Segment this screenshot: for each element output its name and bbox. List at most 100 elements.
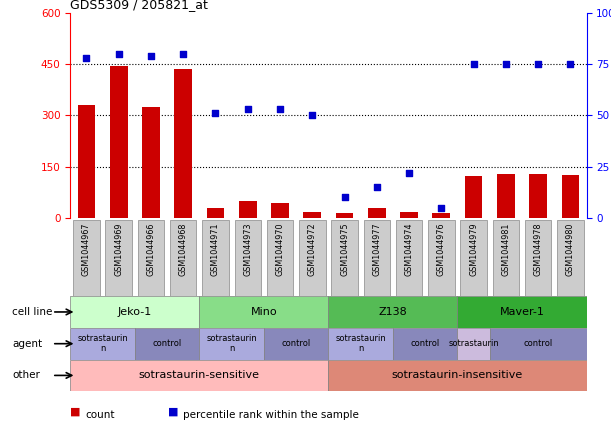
FancyBboxPatch shape: [525, 220, 551, 296]
Text: GSM1044980: GSM1044980: [566, 222, 575, 276]
FancyBboxPatch shape: [299, 220, 326, 296]
Bar: [304, 212, 321, 218]
Point: [533, 60, 543, 67]
Bar: [335, 213, 353, 218]
Point: [146, 52, 156, 59]
FancyBboxPatch shape: [428, 220, 455, 296]
Text: sotrastaurin: sotrastaurin: [448, 339, 499, 348]
Point: [372, 184, 382, 190]
FancyBboxPatch shape: [329, 328, 393, 360]
Text: control: control: [524, 339, 553, 348]
FancyBboxPatch shape: [199, 296, 329, 328]
Bar: [562, 175, 579, 218]
Text: Mino: Mino: [251, 307, 277, 317]
Text: sotrastaurin-sensitive: sotrastaurin-sensitive: [139, 371, 260, 380]
FancyBboxPatch shape: [199, 328, 264, 360]
Point: [211, 110, 221, 117]
Text: GSM1044973: GSM1044973: [243, 222, 252, 276]
FancyBboxPatch shape: [331, 220, 358, 296]
Bar: [271, 203, 289, 218]
FancyBboxPatch shape: [170, 220, 196, 296]
FancyBboxPatch shape: [137, 220, 164, 296]
Bar: [207, 208, 224, 218]
Text: ■: ■: [70, 407, 81, 417]
Text: Z138: Z138: [379, 307, 408, 317]
Text: GSM1044981: GSM1044981: [502, 222, 510, 276]
FancyBboxPatch shape: [393, 328, 458, 360]
Point: [566, 60, 576, 67]
Bar: [78, 105, 95, 218]
Text: GSM1044975: GSM1044975: [340, 222, 349, 276]
FancyBboxPatch shape: [396, 220, 422, 296]
Text: GSM1044978: GSM1044978: [533, 222, 543, 276]
FancyBboxPatch shape: [557, 220, 584, 296]
Point: [243, 106, 252, 113]
Text: sotrastaurin
n: sotrastaurin n: [207, 334, 257, 353]
FancyBboxPatch shape: [329, 296, 458, 328]
Bar: [465, 176, 483, 218]
FancyBboxPatch shape: [490, 328, 587, 360]
FancyBboxPatch shape: [70, 328, 135, 360]
Bar: [400, 212, 418, 218]
Text: GSM1044974: GSM1044974: [404, 222, 414, 276]
Text: cell line: cell line: [12, 307, 53, 317]
Text: GSM1044968: GSM1044968: [178, 222, 188, 276]
Bar: [433, 213, 450, 218]
Text: control: control: [411, 339, 440, 348]
FancyBboxPatch shape: [70, 296, 199, 328]
Text: agent: agent: [12, 339, 42, 349]
Point: [340, 194, 349, 201]
Point: [275, 106, 285, 113]
Text: ■: ■: [168, 407, 178, 417]
Text: GSM1044979: GSM1044979: [469, 222, 478, 276]
FancyBboxPatch shape: [461, 220, 487, 296]
Bar: [529, 174, 547, 218]
Text: GSM1044972: GSM1044972: [308, 222, 316, 276]
Point: [501, 60, 511, 67]
Text: percentile rank within the sample: percentile rank within the sample: [183, 409, 359, 420]
Text: GDS5309 / 205821_at: GDS5309 / 205821_at: [70, 0, 208, 11]
Bar: [368, 208, 386, 218]
Point: [114, 50, 123, 57]
FancyBboxPatch shape: [135, 328, 199, 360]
Text: GSM1044966: GSM1044966: [147, 222, 155, 276]
Text: GSM1044976: GSM1044976: [437, 222, 446, 276]
Text: Maver-1: Maver-1: [500, 307, 544, 317]
FancyBboxPatch shape: [492, 220, 519, 296]
FancyBboxPatch shape: [364, 220, 390, 296]
FancyBboxPatch shape: [70, 360, 329, 391]
FancyBboxPatch shape: [73, 220, 100, 296]
Point: [81, 55, 91, 61]
Text: count: count: [86, 409, 115, 420]
Text: sotrastaurin
n: sotrastaurin n: [77, 334, 128, 353]
Text: sotrastaurin
n: sotrastaurin n: [335, 334, 386, 353]
Bar: [174, 69, 192, 218]
Point: [307, 112, 317, 118]
FancyBboxPatch shape: [329, 360, 587, 391]
Text: GSM1044967: GSM1044967: [82, 222, 91, 276]
Text: GSM1044970: GSM1044970: [276, 222, 285, 276]
Bar: [142, 107, 160, 218]
FancyBboxPatch shape: [267, 220, 293, 296]
Text: control: control: [282, 339, 311, 348]
Text: sotrastaurin-insensitive: sotrastaurin-insensitive: [392, 371, 523, 380]
Text: GSM1044969: GSM1044969: [114, 222, 123, 276]
Bar: [497, 174, 514, 218]
Bar: [110, 66, 128, 218]
FancyBboxPatch shape: [264, 328, 329, 360]
Bar: [239, 201, 257, 218]
FancyBboxPatch shape: [458, 328, 490, 360]
Point: [404, 169, 414, 176]
FancyBboxPatch shape: [458, 296, 587, 328]
FancyBboxPatch shape: [235, 220, 261, 296]
Point: [436, 204, 446, 211]
Text: Jeko-1: Jeko-1: [118, 307, 152, 317]
FancyBboxPatch shape: [106, 220, 132, 296]
Text: GSM1044971: GSM1044971: [211, 222, 220, 276]
Text: other: other: [12, 371, 40, 380]
Point: [469, 60, 478, 67]
Text: control: control: [153, 339, 181, 348]
FancyBboxPatch shape: [202, 220, 229, 296]
Text: GSM1044977: GSM1044977: [372, 222, 381, 276]
Point: [178, 50, 188, 57]
